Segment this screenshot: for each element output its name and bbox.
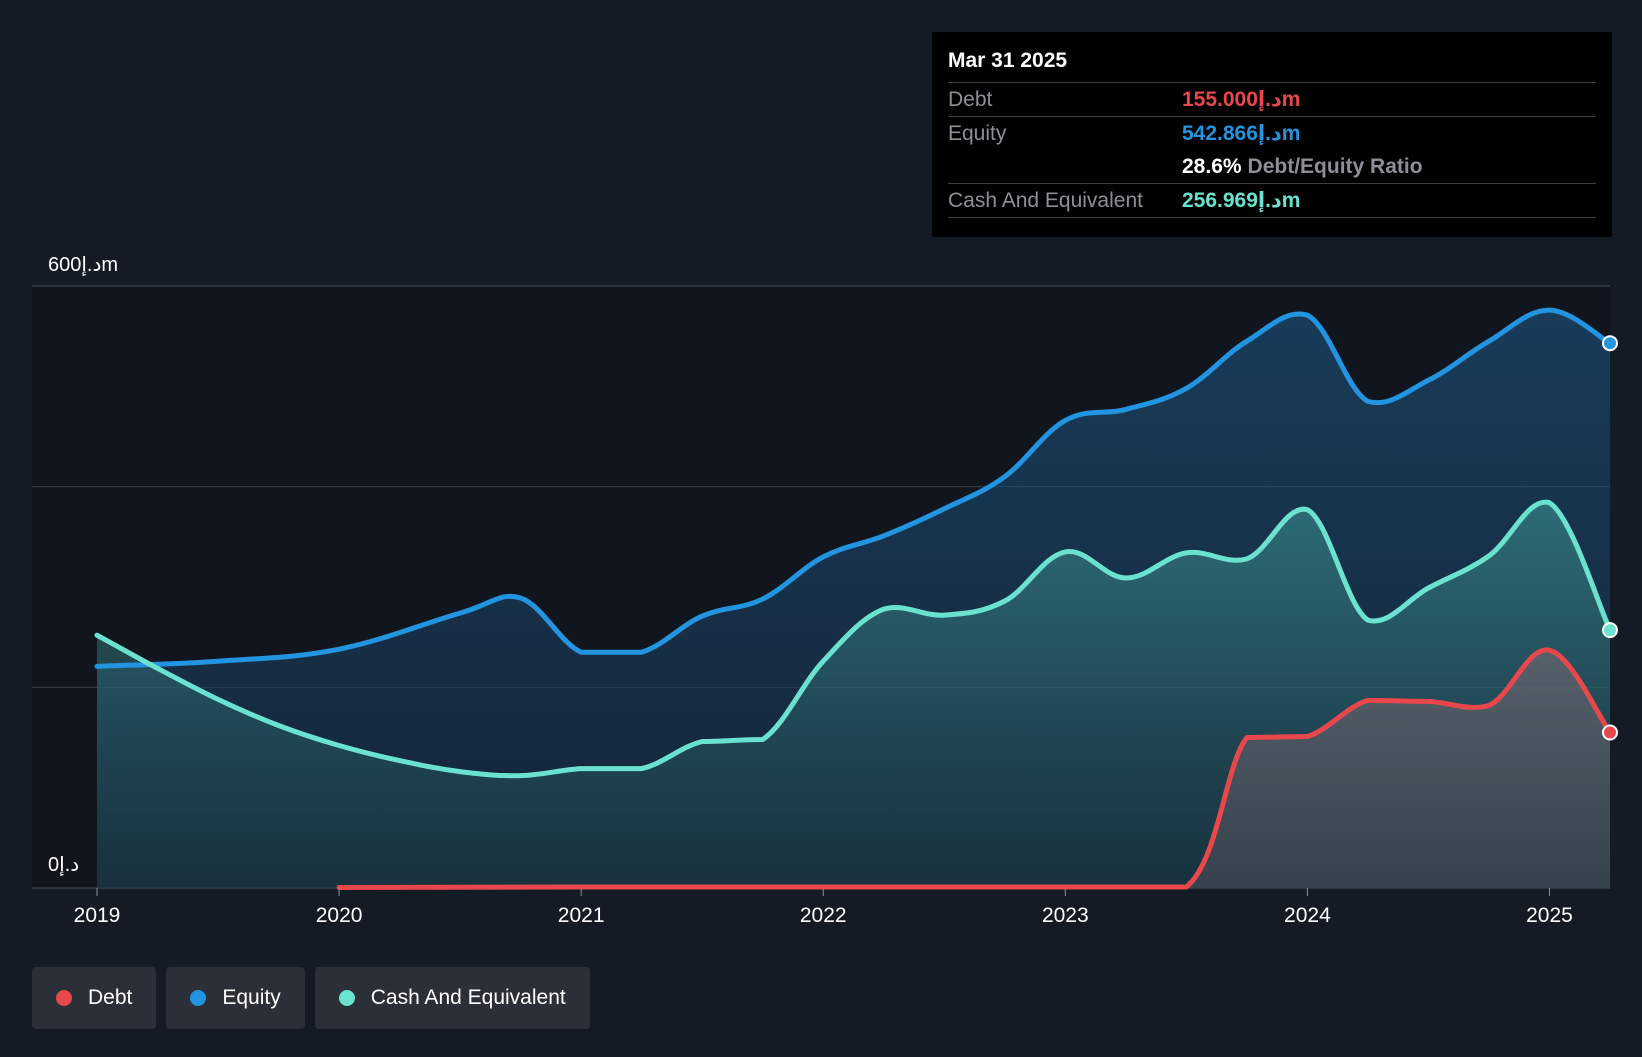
- axis-labels: 600د.إm 0د.إ: [48, 254, 118, 877]
- legend-item-cash[interactable]: Cash And Equivalent: [314, 967, 590, 1029]
- series-end-markers: [1602, 335, 1618, 741]
- legend-debt-label: Debt: [88, 986, 133, 1009]
- tooltip-date: Mar 31 2025: [948, 46, 1596, 83]
- series-areas: [97, 310, 1611, 888]
- series-lines: [94, 307, 1613, 890]
- legend-equity-label: Equity: [222, 986, 281, 1009]
- debt-dot-icon: [56, 990, 72, 1006]
- cash-line: [94, 499, 1613, 779]
- chart-legend: Debt Equity Cash And Equivalent: [32, 967, 590, 1029]
- legend-cash-label: Cash And Equivalent: [370, 986, 566, 1009]
- y-axis-bottom-label: 0د.إ: [48, 854, 79, 877]
- x-tick-label: 2019: [74, 904, 121, 927]
- x-tick-label: 2024: [1284, 904, 1331, 927]
- hover-tooltip: Mar 31 2025 Debt 155.000د.إm Equity 542.…: [932, 32, 1612, 237]
- equity-dot-icon: [190, 990, 207, 1006]
- tooltip-equity-row: Equity 542.866د.إm: [948, 117, 1596, 150]
- debt-line: [336, 647, 1613, 890]
- equity-end-marker: [1602, 335, 1618, 352]
- legend-item-equity[interactable]: Equity: [166, 967, 305, 1029]
- legend-item-debt[interactable]: Debt: [32, 967, 157, 1029]
- x-tick-label: 2023: [1042, 904, 1089, 927]
- cash-dot-icon: [338, 990, 355, 1006]
- tooltip-cash-value: 256.969د.إm: [1182, 189, 1301, 212]
- x-tick-label: 2021: [558, 904, 605, 927]
- tooltip-equity-value: 542.866د.إm: [1182, 122, 1301, 145]
- x-tick-label: 2025: [1526, 904, 1573, 927]
- tooltip-cash-row: Cash And Equivalent 256.969د.إm: [948, 184, 1596, 218]
- debt-area: [339, 649, 1611, 888]
- tooltip-cash-label: Cash And Equivalent: [948, 188, 1143, 212]
- x-axis-ticks: 2019 2020 2021 2022 2023 2024 2025: [74, 888, 1573, 927]
- tooltip-debt-row: Debt 155.000د.إm: [948, 83, 1596, 117]
- debt-end-marker: [1602, 724, 1618, 741]
- tooltip-debt-value: 155.000د.إm: [1182, 88, 1301, 111]
- tooltip-ratio-row: 28.6% Debt/Equity Ratio: [948, 150, 1596, 184]
- tooltip-ratio-label: Debt/Equity Ratio: [1247, 154, 1423, 178]
- x-tick-label: 2020: [316, 904, 363, 927]
- tooltip-equity-label: Equity: [948, 121, 1007, 145]
- tooltip-ratio-value: 28.6%: [1182, 154, 1242, 178]
- x-tick-label: 2022: [800, 904, 847, 927]
- equity-line: [94, 307, 1613, 669]
- tooltip-debt-label: Debt: [948, 87, 993, 111]
- y-axis-top-label: 600د.إm: [48, 254, 118, 277]
- cash-end-marker: [1602, 622, 1618, 639]
